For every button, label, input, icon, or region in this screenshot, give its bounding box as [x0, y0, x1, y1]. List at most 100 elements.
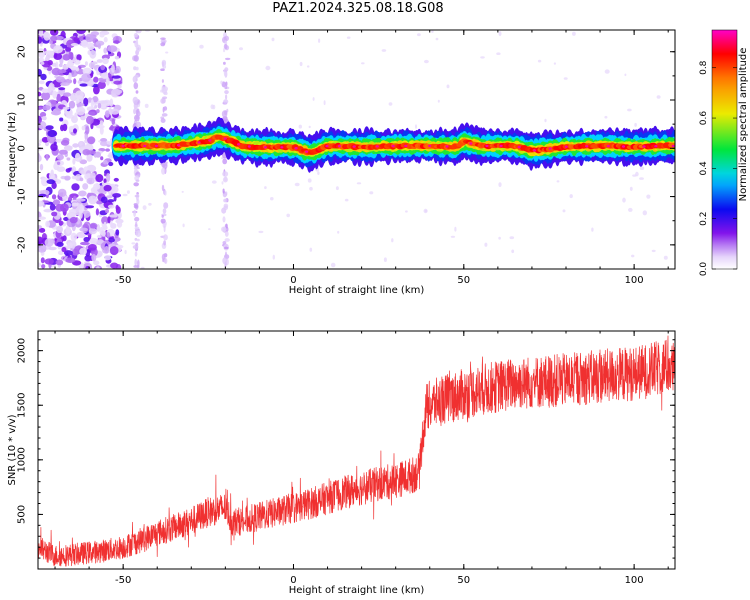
noise-speckle: [162, 96, 168, 99]
noise-speckle: [199, 44, 204, 49]
noise-speckle: [41, 61, 45, 65]
noise-speckle: [100, 230, 106, 237]
noise-speckle: [67, 59, 74, 68]
noise-speckle: [93, 260, 100, 266]
noise-speckle: [103, 36, 108, 43]
y-tick-label: 2000: [17, 338, 28, 363]
noise-speckle: [162, 86, 168, 92]
noise-speckle: [91, 254, 97, 262]
noise-speckle: [98, 100, 109, 104]
noise-speckle: [454, 226, 457, 232]
noise-speckle: [369, 191, 374, 195]
noise-speckle: [317, 171, 320, 176]
noise-speckle: [81, 39, 89, 48]
noise-speckle: [104, 246, 110, 254]
noise-speckle: [55, 259, 64, 266]
noise-speckle: [135, 77, 138, 82]
noise-speckle: [225, 94, 228, 100]
noise-speckle: [604, 115, 608, 119]
noise-speckle: [45, 220, 50, 228]
snr-plot: [38, 335, 675, 567]
noise-speckle: [79, 227, 88, 232]
noise-speckle: [264, 186, 267, 190]
noise-speckle: [224, 251, 228, 259]
noise-speckle: [298, 124, 302, 129]
noise-speckle: [39, 139, 43, 143]
noise-speckle: [50, 169, 54, 177]
noise-speckle: [133, 204, 139, 209]
noise-speckle: [124, 249, 127, 255]
noise-speckle: [71, 175, 78, 180]
noise-speckle: [133, 32, 138, 38]
noise-speckle: [498, 31, 502, 37]
noise-speckle: [75, 198, 86, 202]
noise-speckle: [107, 45, 118, 53]
noise-speckle: [223, 61, 226, 65]
noise-speckle: [221, 181, 224, 185]
noise-speckle: [222, 188, 225, 194]
noise-speckle: [38, 106, 43, 111]
noise-speckle: [71, 202, 79, 207]
noise-speckle: [75, 67, 80, 72]
noise-speckle: [95, 124, 105, 129]
figure-title: PAZ1.2024.325.08.18.G08: [272, 1, 444, 16]
noise-speckle: [223, 48, 226, 53]
noise-speckle: [71, 183, 80, 191]
noise-speckle: [97, 43, 101, 49]
noise-speckle: [43, 31, 51, 41]
ridge-peak: [621, 145, 626, 148]
noise-speckle: [85, 33, 94, 43]
noise-speckle: [75, 90, 84, 100]
noise-speckle: [58, 69, 67, 74]
x-tick-label: -50: [115, 275, 131, 286]
noise-speckle: [134, 224, 138, 228]
noise-speckle: [63, 145, 73, 151]
noise-speckle: [450, 235, 456, 238]
noise-speckle: [511, 249, 515, 254]
noise-speckle: [220, 80, 223, 85]
noise-speckle: [133, 182, 139, 187]
noise-speckle: [103, 221, 107, 230]
noise-speckle: [107, 199, 115, 203]
noise-speckle: [133, 102, 138, 110]
noise-speckle: [78, 190, 87, 197]
noise-speckle: [161, 167, 166, 175]
noise-speckle: [99, 126, 104, 135]
noise-speckle: [135, 118, 140, 122]
noise-speckle: [498, 236, 501, 240]
noise-speckle: [330, 262, 336, 268]
noise-speckle: [572, 31, 576, 36]
noise-speckle: [111, 75, 121, 79]
noise-speckle: [663, 255, 668, 260]
y-tick-label: 10: [17, 94, 28, 107]
noise-speckle: [67, 242, 73, 249]
noise-speckle: [431, 30, 434, 33]
noise-speckle: [639, 166, 645, 170]
noise-speckle: [265, 65, 271, 71]
noise-speckle: [70, 43, 79, 47]
noise-speckle: [46, 179, 56, 185]
ridge-peak: [197, 141, 201, 144]
noise-speckle: [134, 166, 137, 174]
noise-speckle: [417, 33, 421, 37]
noise-speckle: [569, 194, 573, 199]
noise-speckle: [208, 228, 211, 231]
noise-speckle: [160, 89, 163, 93]
noise-speckle: [163, 225, 166, 233]
noise-speckle: [55, 76, 65, 83]
noise-speckle: [38, 262, 41, 268]
noise-speckle: [222, 216, 226, 223]
noise-speckle: [135, 90, 139, 94]
noise-speckle: [56, 225, 63, 234]
noise-speckle: [84, 61, 88, 66]
noise-speckle: [163, 106, 168, 111]
ridge-peak: [564, 145, 568, 148]
noise-speckle: [110, 108, 120, 115]
x-tick-label: 50: [457, 275, 470, 286]
noise-speckle: [106, 232, 111, 238]
noise-speckle: [100, 138, 108, 142]
noise-speckle: [106, 77, 110, 86]
noise-speckle: [110, 223, 117, 229]
noise-speckle: [45, 154, 49, 161]
noise-speckle: [224, 246, 229, 250]
